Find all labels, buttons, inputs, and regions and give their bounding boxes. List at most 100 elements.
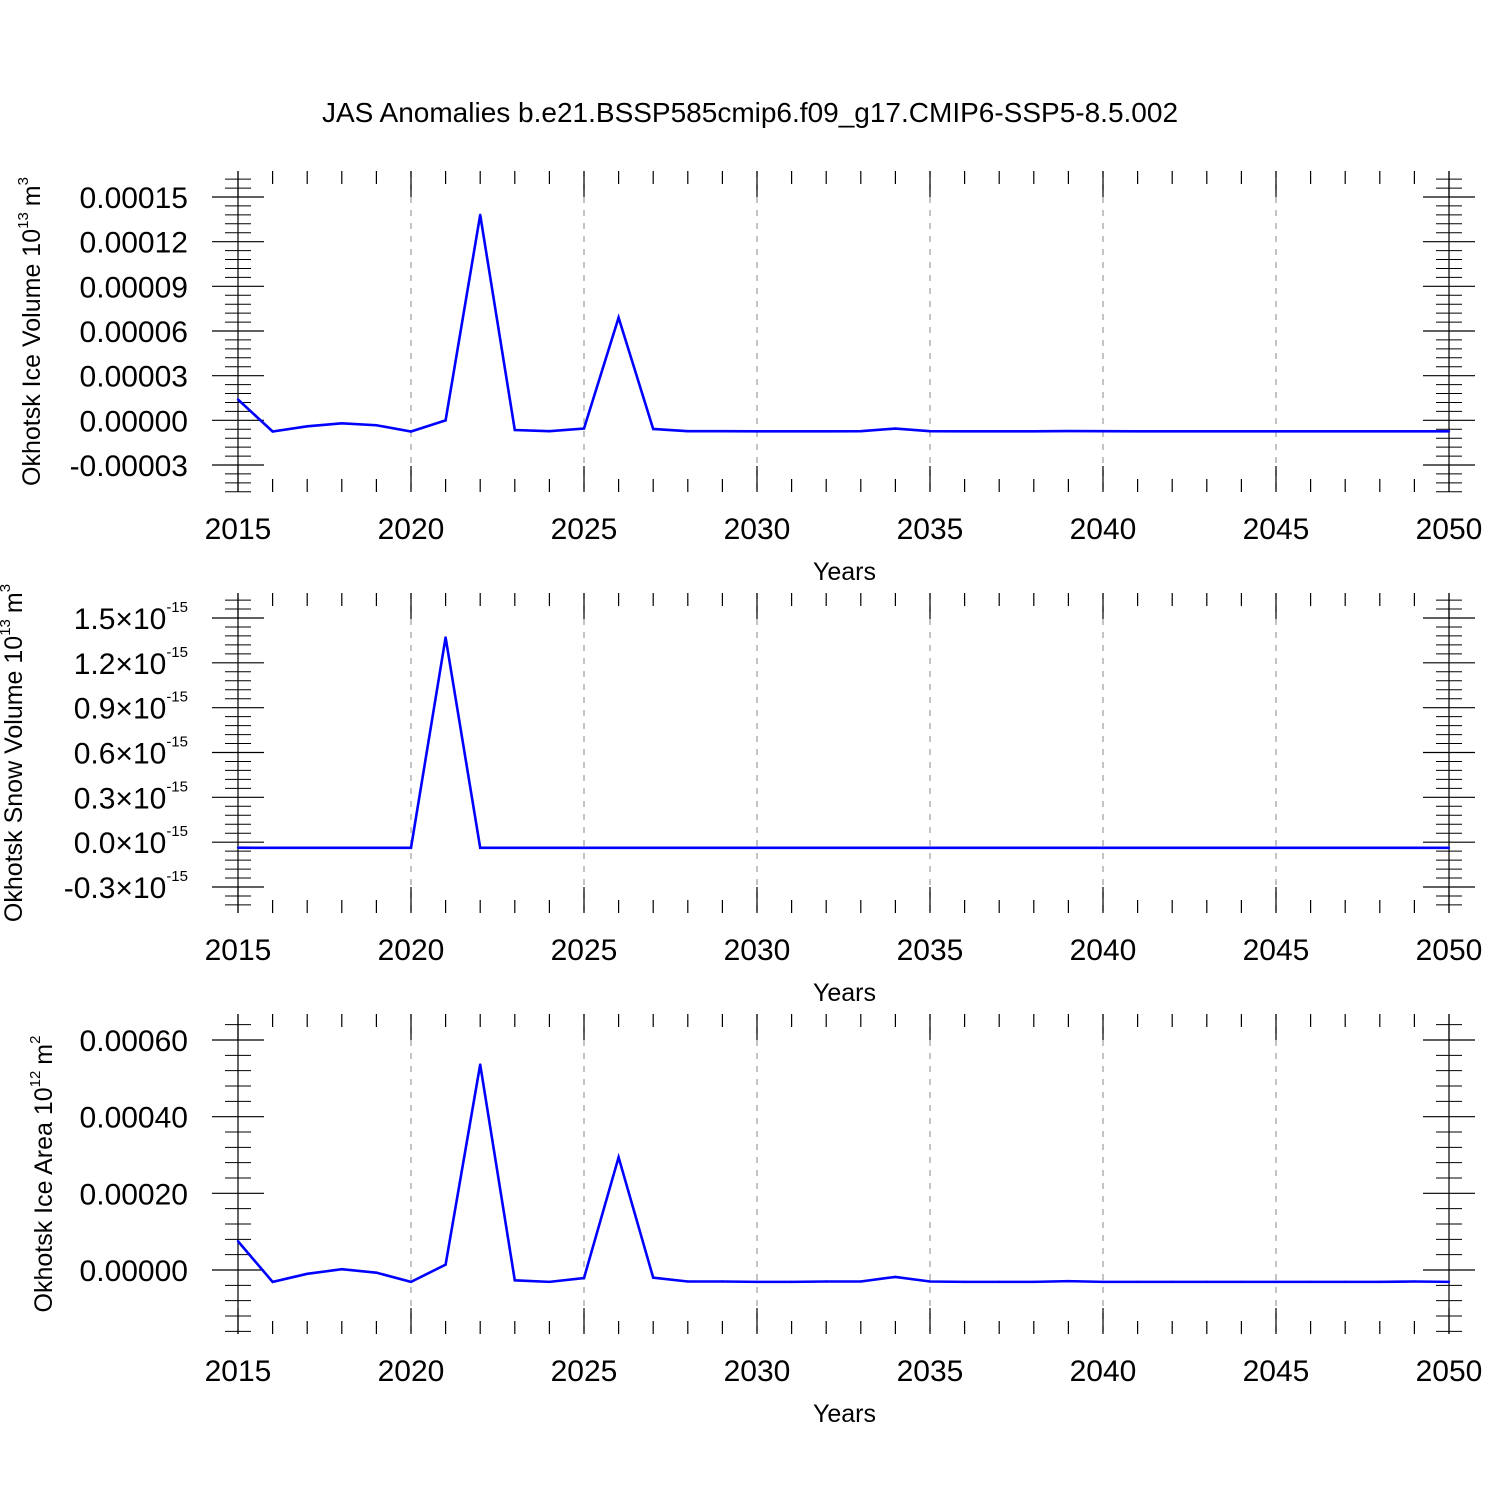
data-point bbox=[236, 1240, 240, 1243]
data-point bbox=[721, 1280, 724, 1283]
data-point bbox=[1205, 1280, 1209, 1284]
y-tick-label: -0.00003 bbox=[70, 450, 188, 483]
data-point bbox=[721, 846, 724, 850]
y-axis-label-text: Okhotsk Ice Area 10 bbox=[30, 1087, 58, 1312]
y-axis-label-exponent: 13 bbox=[15, 212, 32, 229]
data-point bbox=[859, 430, 862, 433]
data-point bbox=[340, 422, 343, 425]
data-point bbox=[755, 846, 759, 850]
data-point bbox=[686, 1280, 689, 1283]
data-point bbox=[409, 430, 413, 433]
data-point bbox=[1378, 430, 1382, 433]
data-point bbox=[479, 846, 482, 850]
y-tick-mantissa: 0.0 bbox=[74, 827, 116, 860]
data-point bbox=[617, 316, 620, 319]
x-tick-label: 2050 bbox=[1416, 1355, 1483, 1388]
x-axis-label: Years bbox=[813, 979, 876, 1007]
data-point bbox=[1447, 846, 1451, 850]
data-point bbox=[409, 846, 413, 850]
data-point bbox=[582, 427, 586, 430]
x-tick-label: 2025 bbox=[551, 934, 618, 967]
data-point bbox=[1274, 430, 1278, 433]
y-tick-mantissa: 0.9 bbox=[74, 693, 116, 726]
data-point bbox=[1205, 430, 1209, 433]
data-point bbox=[963, 1280, 966, 1284]
data-point bbox=[755, 1280, 759, 1284]
y-tick-mantissa: 1.2 bbox=[74, 648, 116, 681]
data-point bbox=[513, 428, 516, 432]
y-tick-label: 1.2×10-15 bbox=[74, 644, 188, 681]
data-point bbox=[894, 846, 897, 850]
data-point bbox=[1274, 1280, 1278, 1284]
data-point bbox=[998, 430, 1001, 433]
data-point bbox=[444, 1263, 447, 1266]
y-tick-exponent: -15 bbox=[166, 644, 188, 661]
y-axis-label: Okhotsk Ice Area 1012 m2 bbox=[27, 1036, 58, 1313]
x-tick-label: 2040 bbox=[1070, 934, 1137, 967]
data-point bbox=[479, 1063, 482, 1066]
data-point bbox=[1344, 1280, 1347, 1284]
x-tick-label: 2050 bbox=[1416, 934, 1483, 967]
series-line bbox=[237, 1064, 1450, 1284]
y-tick-base: 10 bbox=[133, 827, 166, 860]
data-point bbox=[998, 846, 1001, 850]
y-tick-label: 0.00009 bbox=[80, 271, 188, 304]
data-point bbox=[1240, 1280, 1243, 1284]
data-point bbox=[825, 1280, 828, 1283]
y-tick-exponent: -15 bbox=[166, 778, 188, 795]
data-point bbox=[409, 1280, 413, 1284]
x-axis-label: Years bbox=[813, 558, 876, 586]
data-point bbox=[686, 430, 689, 433]
data-point bbox=[1171, 1280, 1174, 1284]
x-tick-label: 2015 bbox=[205, 934, 272, 967]
x-tick-label: 2020 bbox=[378, 1355, 445, 1388]
y-tick-label: -0.3×10-15 bbox=[64, 868, 188, 905]
data-point bbox=[1378, 1280, 1382, 1284]
data-point bbox=[375, 846, 378, 850]
data-point bbox=[1032, 846, 1036, 850]
y-axis-label-exponent: 12 bbox=[27, 1071, 44, 1088]
y-axis-label: Okhotsk Snow Volume 1013 m3 bbox=[0, 584, 28, 922]
chart-title: JAS Anomalies b.e21.BSSP585cmip6.f09_g17… bbox=[322, 97, 1178, 128]
data-point bbox=[1378, 846, 1382, 850]
data-point bbox=[306, 1272, 309, 1276]
data-point bbox=[790, 846, 793, 850]
y-axis-label-unit: m bbox=[0, 592, 28, 613]
data-point bbox=[236, 398, 240, 401]
data-point bbox=[548, 430, 551, 433]
data-point bbox=[652, 1276, 655, 1279]
data-point bbox=[271, 1280, 274, 1284]
data-point bbox=[894, 1275, 897, 1279]
data-point bbox=[375, 1271, 378, 1274]
y-tick-exponent: -15 bbox=[166, 599, 188, 616]
data-point bbox=[1136, 846, 1139, 850]
data-point bbox=[1344, 430, 1347, 433]
x-tick-label: 2040 bbox=[1070, 513, 1137, 546]
data-point bbox=[548, 846, 551, 850]
data-point bbox=[306, 425, 309, 428]
x-tick-label: 2020 bbox=[378, 513, 445, 546]
y-tick-times: × bbox=[115, 827, 133, 860]
y-axis-label-unit: m bbox=[30, 1044, 58, 1065]
data-point bbox=[375, 424, 378, 427]
y-axis-label-exponent: 13 bbox=[0, 619, 14, 636]
data-point bbox=[444, 636, 447, 639]
panel-ice-area: 0.00060 0.00040 0.00020 0.00000 2015 2020 2025… bbox=[27, 1014, 1482, 1428]
y-tick-label: 0.00000 bbox=[80, 405, 188, 438]
data-point bbox=[1274, 846, 1278, 850]
x-tick-label: 2045 bbox=[1243, 513, 1310, 546]
y-axis-label: Okhotsk Ice Volume 1013 m3 bbox=[15, 177, 46, 486]
data-point bbox=[1171, 846, 1174, 850]
y-tick-label: 0.00006 bbox=[80, 316, 188, 349]
y-tick-base: 10 bbox=[133, 648, 166, 681]
data-point bbox=[825, 846, 828, 850]
data-point bbox=[548, 1280, 551, 1284]
y-tick-label: 0.0×10-15 bbox=[74, 823, 188, 860]
y-tick-times: × bbox=[115, 738, 133, 771]
data-point bbox=[582, 1276, 586, 1280]
x-tick-label: 2035 bbox=[897, 513, 964, 546]
x-tick-label: 2015 bbox=[205, 1355, 272, 1388]
data-point bbox=[963, 846, 966, 850]
data-point bbox=[1101, 1280, 1105, 1284]
